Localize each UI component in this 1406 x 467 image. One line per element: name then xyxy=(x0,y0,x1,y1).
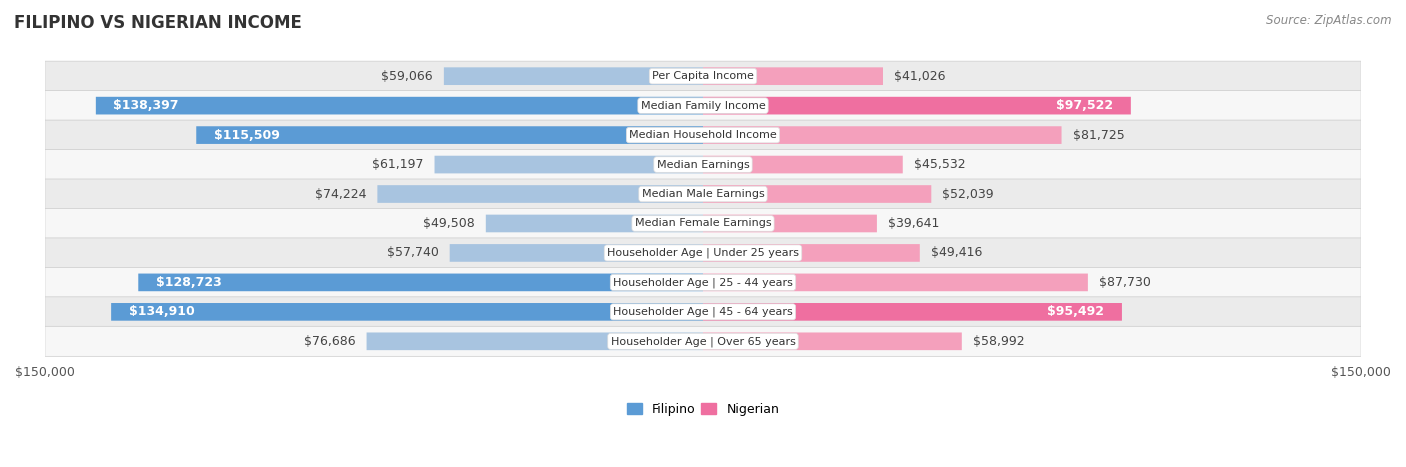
FancyBboxPatch shape xyxy=(703,185,931,203)
FancyBboxPatch shape xyxy=(486,215,703,232)
FancyBboxPatch shape xyxy=(703,303,1122,321)
Text: $41,026: $41,026 xyxy=(894,70,945,83)
FancyBboxPatch shape xyxy=(45,149,1361,180)
FancyBboxPatch shape xyxy=(703,333,962,350)
FancyBboxPatch shape xyxy=(45,61,1361,91)
Text: Median Male Earnings: Median Male Earnings xyxy=(641,189,765,199)
Text: $128,723: $128,723 xyxy=(156,276,222,289)
FancyBboxPatch shape xyxy=(367,333,703,350)
FancyBboxPatch shape xyxy=(45,208,1361,239)
Text: Householder Age | Under 25 years: Householder Age | Under 25 years xyxy=(607,248,799,258)
FancyBboxPatch shape xyxy=(434,156,703,173)
Text: $59,066: $59,066 xyxy=(381,70,433,83)
FancyBboxPatch shape xyxy=(138,274,703,291)
FancyBboxPatch shape xyxy=(45,238,1361,268)
Text: $57,740: $57,740 xyxy=(387,247,439,260)
Text: Source: ZipAtlas.com: Source: ZipAtlas.com xyxy=(1267,14,1392,27)
FancyBboxPatch shape xyxy=(45,179,1361,209)
FancyBboxPatch shape xyxy=(450,244,703,262)
Text: Median Female Earnings: Median Female Earnings xyxy=(634,219,772,228)
Text: $49,416: $49,416 xyxy=(931,247,983,260)
Text: $49,508: $49,508 xyxy=(423,217,475,230)
FancyBboxPatch shape xyxy=(45,268,1361,297)
Text: $74,224: $74,224 xyxy=(315,188,367,200)
Text: $45,532: $45,532 xyxy=(914,158,966,171)
Text: $97,522: $97,522 xyxy=(1056,99,1114,112)
Text: $76,686: $76,686 xyxy=(304,335,356,348)
Text: Median Household Income: Median Household Income xyxy=(628,130,778,140)
FancyBboxPatch shape xyxy=(96,97,703,114)
FancyBboxPatch shape xyxy=(45,297,1361,327)
Text: Householder Age | 45 - 64 years: Householder Age | 45 - 64 years xyxy=(613,307,793,317)
Text: $87,730: $87,730 xyxy=(1099,276,1150,289)
FancyBboxPatch shape xyxy=(45,120,1361,150)
Text: Householder Age | 25 - 44 years: Householder Age | 25 - 44 years xyxy=(613,277,793,288)
FancyBboxPatch shape xyxy=(703,215,877,232)
Text: Median Earnings: Median Earnings xyxy=(657,160,749,170)
FancyBboxPatch shape xyxy=(45,326,1361,356)
Text: Per Capita Income: Per Capita Income xyxy=(652,71,754,81)
FancyBboxPatch shape xyxy=(703,244,920,262)
FancyBboxPatch shape xyxy=(703,97,1130,114)
FancyBboxPatch shape xyxy=(197,126,703,144)
Text: $61,197: $61,197 xyxy=(373,158,423,171)
FancyBboxPatch shape xyxy=(703,274,1088,291)
Text: Householder Age | Over 65 years: Householder Age | Over 65 years xyxy=(610,336,796,347)
Text: $115,509: $115,509 xyxy=(214,128,280,142)
Text: Median Family Income: Median Family Income xyxy=(641,100,765,111)
Text: $138,397: $138,397 xyxy=(114,99,179,112)
Text: $134,910: $134,910 xyxy=(129,305,194,318)
Text: $58,992: $58,992 xyxy=(973,335,1025,348)
FancyBboxPatch shape xyxy=(377,185,703,203)
FancyBboxPatch shape xyxy=(45,91,1361,120)
Text: $52,039: $52,039 xyxy=(942,188,994,200)
Text: $81,725: $81,725 xyxy=(1073,128,1125,142)
FancyBboxPatch shape xyxy=(111,303,703,321)
Legend: Filipino, Nigerian: Filipino, Nigerian xyxy=(621,398,785,421)
FancyBboxPatch shape xyxy=(703,156,903,173)
Text: $95,492: $95,492 xyxy=(1047,305,1104,318)
FancyBboxPatch shape xyxy=(444,67,703,85)
FancyBboxPatch shape xyxy=(703,67,883,85)
Text: FILIPINO VS NIGERIAN INCOME: FILIPINO VS NIGERIAN INCOME xyxy=(14,14,302,32)
Text: $39,641: $39,641 xyxy=(887,217,939,230)
FancyBboxPatch shape xyxy=(703,126,1062,144)
